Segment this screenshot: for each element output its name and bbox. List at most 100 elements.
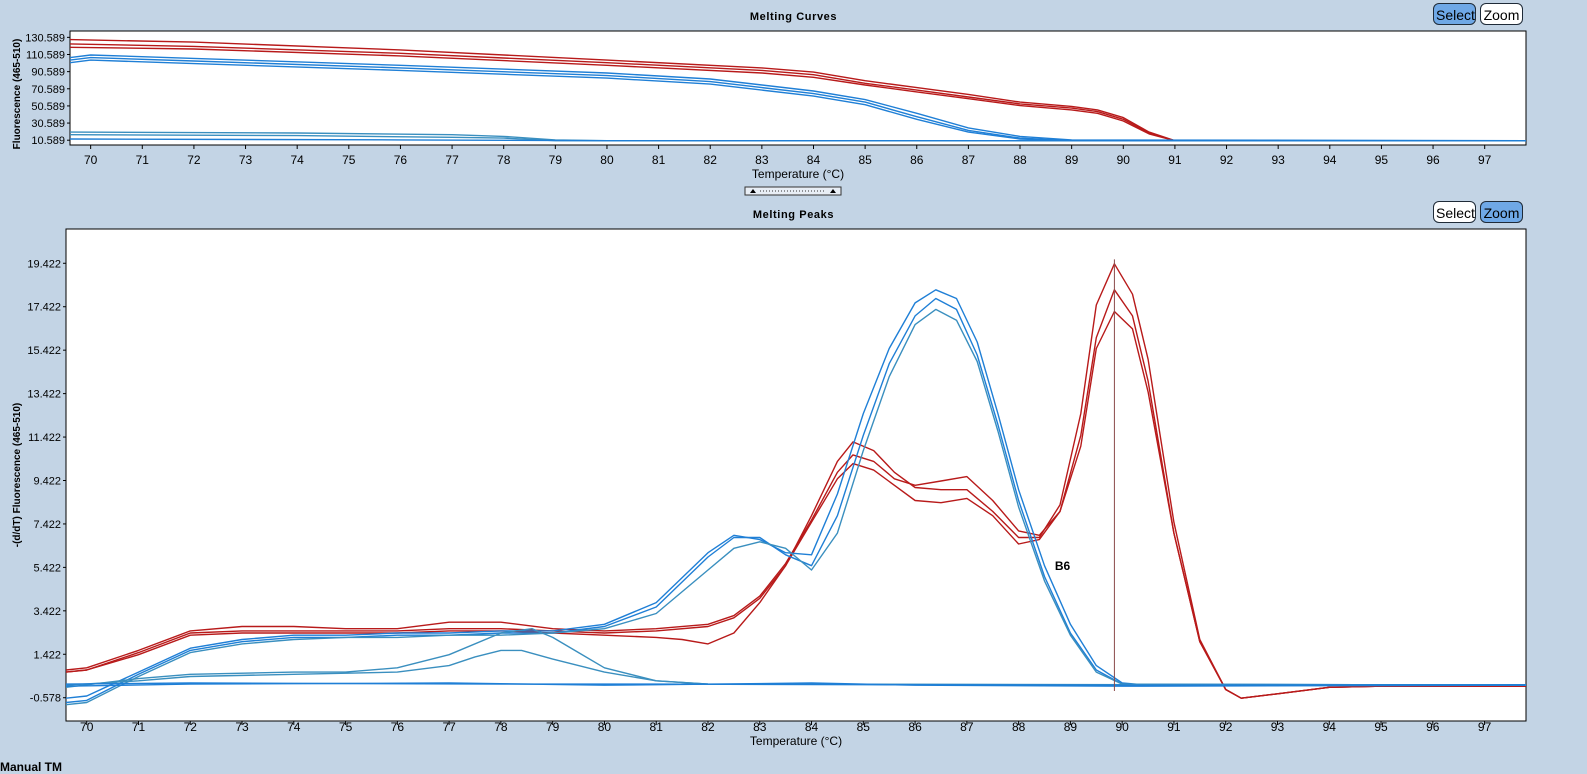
- peaks-annotation-label: B6: [1055, 559, 1071, 573]
- peaks-series-line-blue-1: [66, 289, 1526, 699]
- peaks-y-tick-label: 11.422: [28, 432, 61, 444]
- peaks-x-axis-label: Temperature (°C): [750, 734, 842, 748]
- peaks-x-tick-label: 84: [805, 720, 819, 734]
- curves-select-button[interactable]: Select: [1433, 3, 1476, 25]
- curves-x-tick-label: 75: [342, 153, 356, 167]
- peaks-x-tick-label: 80: [598, 720, 612, 734]
- peaks-x-tick-label: 75: [339, 720, 353, 734]
- peaks-x-tick-label: 95: [1374, 720, 1388, 734]
- peaks-x-tick-label: 83: [753, 720, 767, 734]
- peaks-series-line-blue-3: [66, 308, 1526, 706]
- peaks-x-tick-label: 89: [1064, 720, 1078, 734]
- curves-x-tick-label: 95: [1375, 153, 1389, 167]
- peaks-x-tick-label: 97: [1478, 720, 1492, 734]
- peaks-y-tick-label: 17.422: [27, 302, 61, 314]
- curves-series-line-low-3: [70, 138, 1526, 142]
- curves-y-tick-label: 110.589: [26, 49, 65, 61]
- splitter-up-arrow-icon: [750, 189, 756, 193]
- curves-x-tick-label: 72: [187, 153, 201, 167]
- peaks-x-tick-label: 93: [1271, 720, 1285, 734]
- curves-x-tick-label: 73: [239, 153, 253, 167]
- curves-x-tick-label: 83: [755, 153, 769, 167]
- curves-x-tick-label: 97: [1478, 153, 1492, 167]
- curves-series-line-blue-1: [70, 54, 1526, 142]
- melting-peaks-title: Melting Peaks: [752, 209, 835, 221]
- peaks-x-tick-label: 85: [857, 720, 871, 734]
- peaks-series-line-low-4: [66, 682, 1526, 686]
- curves-x-tick-label: 90: [1117, 153, 1131, 167]
- curves-x-tick-label: 89: [1065, 153, 1079, 167]
- peaks-plot-area: [65, 228, 1527, 722]
- peaks-x-tick-label: 70: [80, 720, 94, 734]
- peaks-x-tick-label: 71: [132, 720, 146, 734]
- peaks-series-line-red-2: [66, 263, 1526, 699]
- curves-x-tick-label: 76: [394, 153, 408, 167]
- curves-x-tick-label: 82: [704, 153, 718, 167]
- peaks-y-tick-label: -0.578: [30, 693, 61, 705]
- curves-x-tick-label: 80: [600, 153, 614, 167]
- curves-x-tick-label: 84: [807, 153, 821, 167]
- curves-x-tick-label: 70: [84, 153, 98, 167]
- peaks-x-tick-label: 76: [391, 720, 405, 734]
- peaks-x-tick-label: 94: [1323, 720, 1337, 734]
- manual-tm-label: Manual TM: [0, 760, 62, 774]
- curves-x-tick-label: 85: [858, 153, 872, 167]
- curves-y-axis-label: Fluorescence (465-510): [12, 39, 23, 150]
- curves-y-tick-label: 130.589: [25, 32, 65, 44]
- peaks-x-tick-label: 78: [494, 720, 508, 734]
- curves-x-tick-label: 71: [136, 153, 150, 167]
- curves-x-tick-label: 78: [497, 153, 511, 167]
- peaks-x-tick-label: 73: [235, 720, 249, 734]
- peaks-y-tick-label: 7.422: [33, 519, 61, 531]
- peaks-x-tick-label: 82: [701, 720, 715, 734]
- curves-y-tick-label: 50.589: [31, 101, 65, 113]
- peaks-y-axis-label: -(d/dT) Fluorescence (465-510): [12, 403, 23, 547]
- peaks-x-tick-label: 92: [1219, 720, 1233, 734]
- curves-x-tick-label: 88: [1013, 153, 1027, 167]
- curves-x-tick-label: 93: [1271, 153, 1285, 167]
- peaks-x-tick-label: 79: [546, 720, 560, 734]
- curves-x-tick-label: 81: [652, 153, 666, 167]
- peaks-x-tick-label: 88: [1012, 720, 1026, 734]
- curves-x-tick-label: 77: [445, 153, 459, 167]
- peaks-x-tick-label: 77: [442, 720, 456, 734]
- splitter-up-arrow-icon: [830, 189, 836, 193]
- curves-series-line-red-2: [70, 43, 1526, 142]
- curves-x-tick-label: 91: [1168, 153, 1182, 167]
- peaks-series-line-low-2: [66, 628, 1526, 688]
- peaks-y-tick-label: 13.422: [27, 389, 61, 401]
- curves-y-tick-label: 30.589: [31, 118, 65, 130]
- peaks-select-button[interactable]: Select: [1433, 201, 1476, 223]
- peaks-y-tick-label: 3.422: [33, 606, 61, 618]
- curves-x-tick-label: 87: [962, 153, 976, 167]
- curves-y-tick-label: 10.589: [31, 135, 65, 147]
- curves-x-axis-label: Temperature (°C): [752, 167, 844, 181]
- curves-zoom-button[interactable]: Zoom: [1480, 3, 1523, 25]
- peaks-x-tick-label: 74: [287, 720, 301, 734]
- melting-curves-title: Melting Curves: [749, 11, 838, 23]
- curves-x-tick-label: 96: [1426, 153, 1440, 167]
- curves-x-tick-label: 86: [910, 153, 924, 167]
- peaks-y-tick-label: 9.422: [33, 475, 61, 487]
- peaks-x-tick-label: 72: [184, 720, 198, 734]
- peaks-series-line-blue-2: [66, 297, 1526, 704]
- peaks-x-tick-label: 90: [1115, 720, 1129, 734]
- peaks-x-tick-label: 87: [960, 720, 974, 734]
- peaks-zoom-button[interactable]: Zoom: [1480, 201, 1523, 223]
- peaks-x-tick-label: 91: [1167, 720, 1181, 734]
- curves-y-tick-label: 70.589: [31, 84, 65, 96]
- peaks-y-tick-label: 5.422: [33, 562, 61, 574]
- curves-plot-area: [69, 30, 1527, 146]
- peaks-y-tick-label: 15.422: [27, 345, 61, 357]
- curves-series-line-red-1: [70, 38, 1526, 142]
- curves-series-line-blue-2: [70, 56, 1526, 142]
- curves-x-tick-label: 92: [1220, 153, 1234, 167]
- peaks-x-tick-label: 86: [908, 720, 922, 734]
- curves-series-line-blue-3: [70, 59, 1526, 142]
- curves-x-tick-label: 74: [290, 153, 304, 167]
- peaks-x-tick-label: 96: [1426, 720, 1440, 734]
- curves-series-line-red-3: [70, 46, 1526, 142]
- curves-y-tick-label: 90.589: [31, 67, 65, 79]
- curves-x-tick-label: 94: [1323, 153, 1337, 167]
